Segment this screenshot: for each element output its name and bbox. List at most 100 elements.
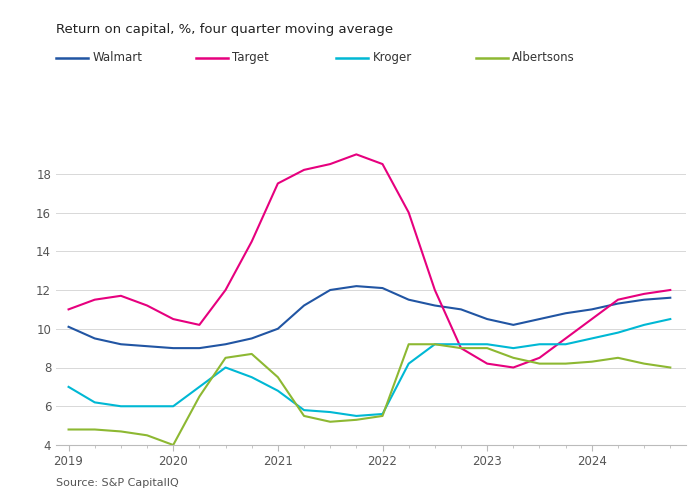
Albertsons <box>640 360 648 366</box>
Target <box>483 360 491 366</box>
Kroger <box>195 384 204 390</box>
Kroger <box>248 374 256 380</box>
Text: Return on capital, %, four quarter moving average: Return on capital, %, four quarter movin… <box>56 22 393 36</box>
Line: Walmart: Walmart <box>69 286 671 348</box>
Walmart <box>614 300 622 306</box>
Kroger <box>614 330 622 336</box>
Line: Target: Target <box>69 154 671 368</box>
Albertsons <box>614 355 622 361</box>
Kroger <box>666 316 675 322</box>
Albertsons <box>378 413 386 419</box>
Walmart <box>117 341 125 347</box>
Text: Kroger: Kroger <box>372 51 412 64</box>
Walmart <box>561 310 570 316</box>
Walmart <box>90 336 99 342</box>
Albertsons <box>326 419 335 425</box>
Line: Albertsons: Albertsons <box>69 344 671 445</box>
Target <box>274 180 282 186</box>
Target <box>430 287 439 293</box>
Albertsons <box>195 394 204 400</box>
Target <box>561 336 570 342</box>
Target <box>90 296 99 302</box>
Albertsons <box>117 428 125 434</box>
Kroger <box>457 341 466 347</box>
Kroger <box>509 345 517 351</box>
Walmart <box>64 324 73 330</box>
Kroger <box>405 360 413 366</box>
Albertsons <box>561 360 570 366</box>
Albertsons <box>587 358 596 364</box>
Target <box>326 161 335 167</box>
Kroger <box>326 409 335 415</box>
Walmart <box>169 345 177 351</box>
Kroger <box>274 388 282 394</box>
Target <box>169 316 177 322</box>
Kroger <box>587 336 596 342</box>
Kroger <box>430 341 439 347</box>
Walmart <box>483 316 491 322</box>
Albertsons <box>248 351 256 357</box>
Line: Kroger: Kroger <box>69 319 671 416</box>
Albertsons <box>143 432 151 438</box>
Walmart <box>143 343 151 349</box>
Kroger <box>117 403 125 409</box>
Target <box>221 287 230 293</box>
Kroger <box>352 413 361 419</box>
Walmart <box>640 296 648 302</box>
Target <box>248 238 256 244</box>
Kroger <box>378 411 386 417</box>
Target <box>64 306 73 312</box>
Walmart <box>195 345 204 351</box>
Kroger <box>221 364 230 370</box>
Target <box>536 355 544 361</box>
Albertsons <box>90 426 99 432</box>
Albertsons <box>536 360 544 366</box>
Target <box>405 210 413 216</box>
Walmart <box>221 341 230 347</box>
Kroger <box>90 400 99 406</box>
Target <box>300 167 308 173</box>
Target <box>457 345 466 351</box>
Kroger <box>300 407 308 413</box>
Target <box>640 291 648 297</box>
Target <box>352 152 361 158</box>
Kroger <box>143 403 151 409</box>
Walmart <box>326 287 335 293</box>
Target <box>587 316 596 322</box>
Walmart <box>352 283 361 289</box>
Albertsons <box>457 345 466 351</box>
Albertsons <box>352 417 361 423</box>
Target <box>195 322 204 328</box>
Kroger <box>536 341 544 347</box>
Text: Albertsons: Albertsons <box>512 51 575 64</box>
Albertsons <box>483 345 491 351</box>
Kroger <box>561 341 570 347</box>
Walmart <box>248 336 256 342</box>
Albertsons <box>405 341 413 347</box>
Text: Target: Target <box>232 51 269 64</box>
Walmart <box>536 316 544 322</box>
Text: Source: S&P CapitalIQ: Source: S&P CapitalIQ <box>56 478 178 488</box>
Text: Walmart: Walmart <box>92 51 142 64</box>
Kroger <box>483 341 491 347</box>
Albertsons <box>300 413 308 419</box>
Walmart <box>274 326 282 332</box>
Walmart <box>405 296 413 302</box>
Albertsons <box>169 442 177 448</box>
Albertsons <box>274 374 282 380</box>
Albertsons <box>509 355 517 361</box>
Walmart <box>378 285 386 291</box>
Albertsons <box>666 364 675 370</box>
Albertsons <box>64 426 73 432</box>
Walmart <box>509 322 517 328</box>
Target <box>378 161 386 167</box>
Albertsons <box>430 341 439 347</box>
Target <box>143 302 151 308</box>
Kroger <box>640 322 648 328</box>
Target <box>509 364 517 370</box>
Kroger <box>64 384 73 390</box>
Albertsons <box>221 355 230 361</box>
Target <box>614 296 622 302</box>
Walmart <box>457 306 466 312</box>
Target <box>117 293 125 299</box>
